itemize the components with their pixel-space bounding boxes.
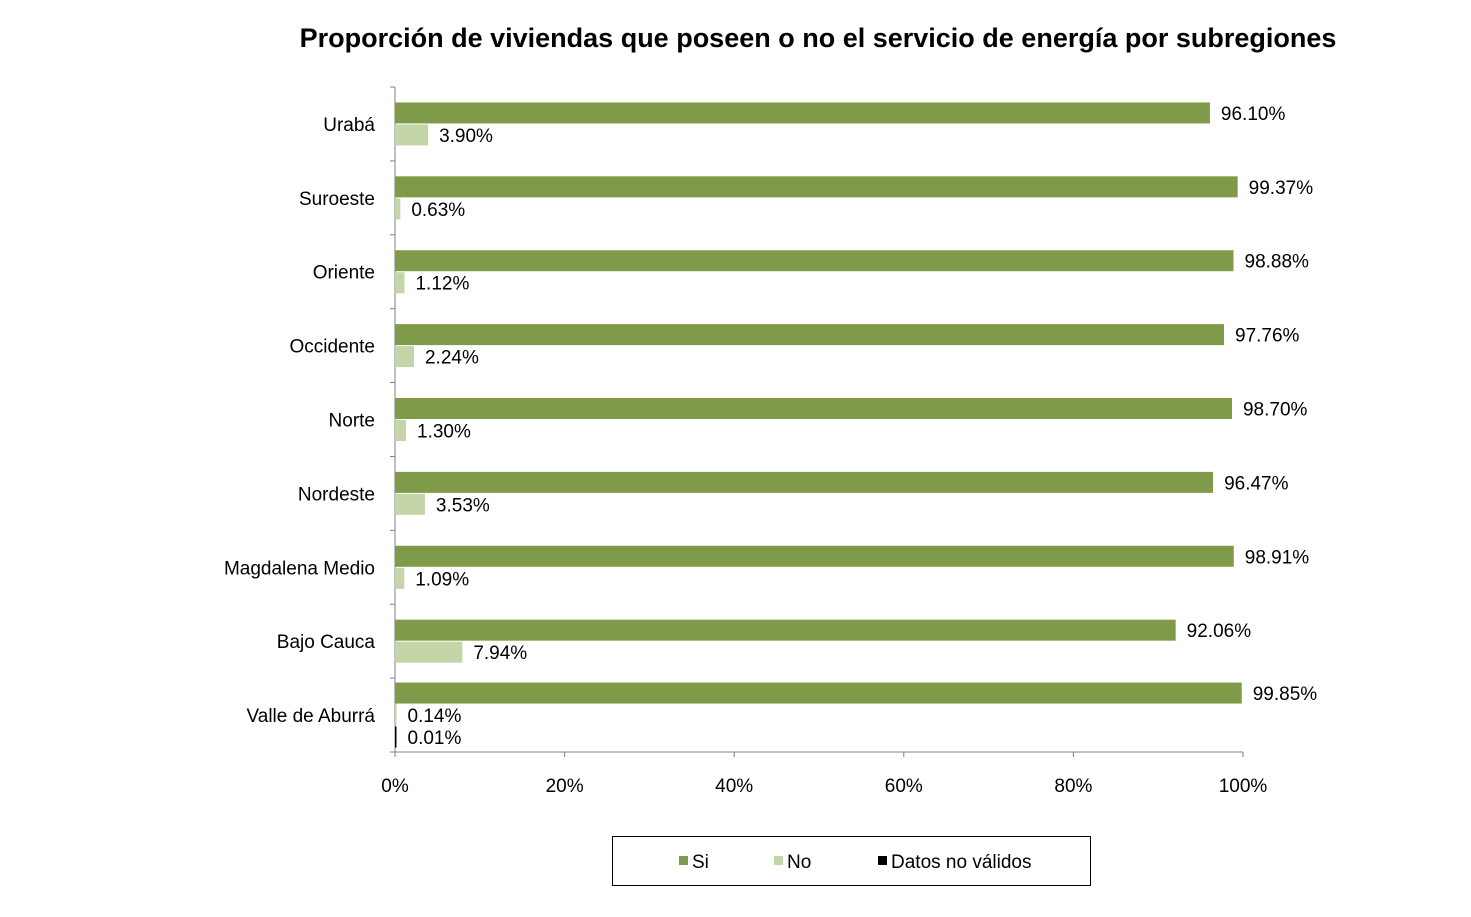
bar-no <box>395 124 429 146</box>
category-label: Oriente <box>313 263 375 284</box>
bar-si <box>395 545 1234 567</box>
legend: Si No Datos no válidos <box>612 836 1091 886</box>
x-tick-label: 60% <box>885 776 923 797</box>
bar-no <box>395 420 407 441</box>
category-label: Valle de Aburrá <box>246 706 375 727</box>
bar-si <box>395 102 1210 124</box>
data-label: 0.14% <box>408 706 462 727</box>
data-label: 98.88% <box>1245 252 1310 273</box>
category-label: Bajo Cauca <box>277 632 376 653</box>
legend-swatch <box>679 856 688 865</box>
legend-label: Datos no válidos <box>891 852 1031 873</box>
data-label: 1.12% <box>415 274 469 295</box>
data-label: 0.63% <box>411 200 465 221</box>
category-label: Suroeste <box>299 189 375 210</box>
x-tick-label: 20% <box>546 776 584 797</box>
data-label: 99.37% <box>1249 178 1314 199</box>
bar-si <box>395 176 1238 198</box>
bar-si <box>395 250 1234 272</box>
data-label: 96.10% <box>1221 104 1286 125</box>
chart-title: Proporción de viviendas que poseen o no … <box>300 23 1337 53</box>
category-label: Urabá <box>323 115 375 136</box>
bar-si <box>395 682 1242 704</box>
data-label: 99.85% <box>1253 684 1318 705</box>
legend-label: Si <box>692 852 709 873</box>
category-label: Occidente <box>289 337 375 358</box>
legend-swatch <box>774 856 783 865</box>
data-label: 0.01% <box>408 728 462 749</box>
legend-box <box>612 836 1091 886</box>
bar-no <box>395 641 463 663</box>
x-tick-label: 100% <box>1219 776 1268 797</box>
bar-si <box>395 619 1176 641</box>
bar-no <box>395 704 397 726</box>
bar-si <box>395 324 1225 346</box>
bar-si <box>395 398 1232 419</box>
bar-no <box>395 567 405 589</box>
x-tick-label: 80% <box>1054 776 1092 797</box>
data-label: 98.70% <box>1243 400 1308 421</box>
data-label: 97.76% <box>1235 326 1300 347</box>
bar-no <box>395 493 425 515</box>
data-label: 98.91% <box>1245 547 1310 568</box>
legend-swatch <box>878 856 887 865</box>
bar-datos-no-validos <box>395 726 397 748</box>
x-tick-label: 0% <box>381 776 409 797</box>
data-label: 1.09% <box>415 569 469 590</box>
data-label: 1.30% <box>417 422 471 443</box>
data-label: 92.06% <box>1187 621 1252 642</box>
data-label: 96.47% <box>1224 473 1289 494</box>
category-label: Magdalena Medio <box>224 558 375 579</box>
data-label: 3.53% <box>436 495 490 516</box>
bar-no <box>395 346 414 368</box>
plot-area: 0% 20% 40% 60% 80% 100% 96.10% 3.90% Urabá 99.37%… <box>224 86 1318 797</box>
bar-no <box>395 272 405 294</box>
data-label: 2.24% <box>425 348 479 369</box>
legend-label: No <box>787 852 811 873</box>
bar-no <box>395 198 401 220</box>
category-label: Norte <box>329 411 375 432</box>
data-label: 7.94% <box>473 643 527 664</box>
category-label: Nordeste <box>298 484 375 505</box>
bar-si <box>395 471 1214 493</box>
x-tick-label: 40% <box>715 776 753 797</box>
data-label: 3.90% <box>439 126 493 147</box>
